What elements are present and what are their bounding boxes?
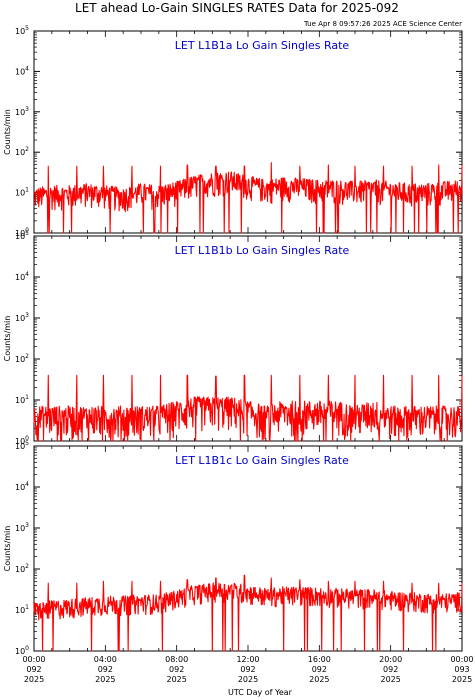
figure-title: LET ahead Lo-Gain SINGLES RATES Data for… bbox=[75, 1, 399, 15]
y-tick-label: 101 bbox=[15, 604, 29, 615]
svg-text:2025: 2025 bbox=[452, 675, 472, 684]
svg-text:092: 092 bbox=[383, 665, 398, 674]
svg-text:2025: 2025 bbox=[24, 675, 44, 684]
chart-panel-2: 100 101 102 103 104 105 LET L1B1b Lo Gain Sing… bbox=[3, 230, 463, 446]
chart-panel-1: 100 101 102 103 104 105 LET L1B1a Lo Gain Sing… bbox=[3, 25, 463, 238]
generation-timestamp: Tue Apr 8 09:57:26 2025 ACE Science Cent… bbox=[303, 20, 462, 28]
series-trace bbox=[33, 374, 463, 442]
svg-text:2025: 2025 bbox=[238, 675, 258, 684]
svg-text:2025: 2025 bbox=[166, 675, 186, 684]
chart-panel-3: 100 101 102 103 104 105 LET L1B1c Lo Gain Sing… bbox=[3, 440, 463, 656]
y-axis-label: Counts/min bbox=[3, 109, 12, 155]
y-tick-label: 101 bbox=[15, 187, 29, 198]
svg-text:092: 092 bbox=[98, 665, 113, 674]
panels-group: 100 101 102 103 104 105 LET L1B1a Lo Gain Sing… bbox=[3, 25, 463, 656]
plot-frame bbox=[33, 445, 463, 652]
svg-text:092: 092 bbox=[169, 665, 184, 674]
y-tick-label: 105 bbox=[15, 440, 29, 451]
svg-text:093: 093 bbox=[454, 665, 469, 674]
svg-text:092: 092 bbox=[312, 665, 327, 674]
panel-title: LET L1B1c Lo Gain Singles Rate bbox=[175, 454, 349, 467]
y-tick-label: 100 bbox=[15, 227, 29, 238]
svg-text:2025: 2025 bbox=[380, 675, 400, 684]
y-tick-label: 103 bbox=[15, 106, 29, 117]
svg-text:2025: 2025 bbox=[95, 675, 115, 684]
svg-text:2025: 2025 bbox=[309, 675, 329, 684]
svg-text:20:00: 20:00 bbox=[379, 655, 402, 664]
y-tick-label: 101 bbox=[15, 394, 29, 405]
x-axis-label: UTC Day of Year bbox=[228, 688, 293, 697]
y-tick-label: 102 bbox=[15, 146, 29, 157]
svg-text:092: 092 bbox=[240, 665, 255, 674]
svg-text:00:00: 00:00 bbox=[22, 655, 45, 664]
y-tick-label: 105 bbox=[15, 25, 29, 36]
panel-title: LET L1B1a Lo Gain Singles Rate bbox=[175, 39, 350, 52]
y-tick-label: 105 bbox=[15, 230, 29, 241]
y-tick-label: 102 bbox=[15, 353, 29, 364]
y-axis-label: Counts/min bbox=[3, 316, 12, 362]
y-tick-label: 104 bbox=[15, 65, 29, 76]
y-tick-label: 100 bbox=[15, 435, 29, 446]
svg-text:092: 092 bbox=[26, 665, 41, 674]
y-tick-label: 104 bbox=[15, 481, 29, 492]
series-trace bbox=[33, 162, 463, 234]
y-tick-label: 102 bbox=[15, 563, 29, 574]
svg-text:12:00: 12:00 bbox=[236, 655, 259, 664]
y-tick-label: 103 bbox=[15, 312, 29, 323]
x-axis-tick-labels: 00:00092202504:00092202508:00092202512:0… bbox=[22, 655, 473, 684]
series-trace bbox=[33, 574, 463, 652]
panel-title: LET L1B1b Lo Gain Singles Rate bbox=[175, 244, 350, 257]
svg-text:16:00: 16:00 bbox=[308, 655, 331, 664]
y-axis-label: Counts/min bbox=[3, 526, 12, 572]
y-tick-label: 103 bbox=[15, 522, 29, 533]
svg-text:00:00: 00:00 bbox=[450, 655, 473, 664]
svg-text:04:00: 04:00 bbox=[94, 655, 117, 664]
y-tick-label: 100 bbox=[15, 645, 29, 656]
y-tick-label: 104 bbox=[15, 271, 29, 282]
svg-text:08:00: 08:00 bbox=[165, 655, 188, 664]
